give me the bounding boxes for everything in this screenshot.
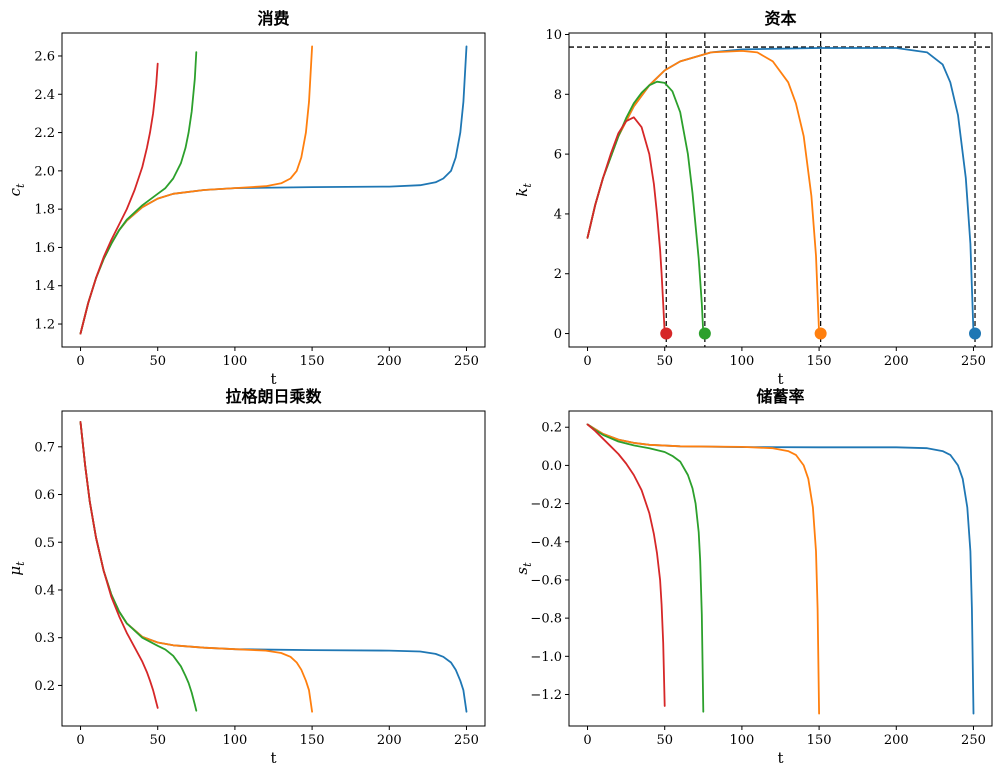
y-tick-label: 1.2 bbox=[34, 318, 55, 333]
x-tick-label: 100 bbox=[222, 733, 247, 748]
y-tick-label: 8 bbox=[554, 88, 562, 103]
y-axis-label: ct bbox=[6, 183, 27, 196]
x-tick-label: 250 bbox=[454, 354, 479, 369]
y-tick-label: 1.8 bbox=[34, 203, 55, 218]
x-axis-label: t bbox=[270, 749, 276, 767]
series-line-0 bbox=[586, 423, 975, 715]
plot-area bbox=[569, 33, 992, 347]
x-tick-label: 150 bbox=[300, 354, 325, 369]
chart-panel-3: 0 50 100 150 200 250 0.2 0.0 −0.2 −0.4 −0.6 −0.8 −1.… bbox=[513, 387, 993, 767]
y-tick-label: −0.2 bbox=[530, 497, 562, 512]
x-tick-label: 200 bbox=[377, 354, 402, 369]
x-axis-label: t bbox=[777, 749, 783, 767]
x-tick-label: 50 bbox=[656, 733, 673, 748]
chart-title: 储蓄率 bbox=[755, 387, 804, 406]
x-tick-label: 200 bbox=[884, 354, 909, 369]
y-tick-label: 0.5 bbox=[34, 536, 55, 551]
terminal-marker-0 bbox=[660, 327, 673, 340]
y-tick-label: −1.0 bbox=[530, 650, 562, 665]
x-tick-label: 0 bbox=[583, 733, 591, 748]
axes-frame bbox=[61, 410, 486, 727]
chart-title: 拉格朗日乘数 bbox=[225, 387, 322, 406]
y-tick-label: 1.6 bbox=[34, 241, 55, 256]
axes-frame bbox=[568, 32, 993, 348]
x-tick-label: 0 bbox=[583, 354, 591, 369]
x-tick-label: 150 bbox=[300, 733, 325, 748]
plot-area bbox=[79, 45, 468, 335]
chart-title: 资本 bbox=[764, 9, 796, 28]
x-tick-label: 100 bbox=[222, 354, 247, 369]
x-tick-label: 50 bbox=[149, 354, 166, 369]
y-tick-label: −0.6 bbox=[530, 573, 562, 588]
y-tick-label: 0.2 bbox=[541, 421, 562, 436]
series-line-1 bbox=[586, 423, 820, 715]
series-line-0 bbox=[79, 421, 468, 713]
terminal-marker-2 bbox=[814, 327, 827, 340]
y-tick-label: 0.2 bbox=[34, 679, 55, 694]
y-tick-label: 10 bbox=[545, 28, 562, 43]
y-tick-label: 2.6 bbox=[34, 49, 55, 64]
x-tick-label: 250 bbox=[961, 354, 986, 369]
x-tick-label: 200 bbox=[884, 733, 909, 748]
series-line-3 bbox=[79, 62, 159, 335]
y-tick-label: 6 bbox=[554, 148, 562, 163]
y-tick-label: 2.4 bbox=[34, 88, 55, 103]
y-tick-label: −1.2 bbox=[530, 688, 562, 703]
series-line-1 bbox=[79, 421, 314, 713]
plot-area bbox=[586, 423, 975, 715]
x-tick-label: 150 bbox=[807, 733, 832, 748]
y-tick-label: 2.0 bbox=[34, 164, 55, 179]
chart-panel-1: 0 50 100 150 200 250 0 2 4 6 8 10 资本 t kt bbox=[513, 9, 993, 388]
y-tick-label: −0.8 bbox=[530, 612, 562, 627]
y-axis-label: st bbox=[513, 562, 534, 575]
x-tick-label: 100 bbox=[729, 733, 754, 748]
y-tick-label: 0.6 bbox=[34, 488, 55, 503]
x-tick-label: 250 bbox=[961, 733, 986, 748]
chart-title: 消费 bbox=[257, 9, 289, 28]
y-tick-label: 0 bbox=[554, 327, 562, 342]
x-tick-label: 100 bbox=[729, 354, 754, 369]
plot-area bbox=[79, 421, 468, 713]
y-tick-label: 0.3 bbox=[34, 631, 55, 646]
y-tick-label: 4 bbox=[554, 207, 562, 222]
terminal-marker-1 bbox=[698, 327, 711, 340]
y-tick-label: −0.4 bbox=[530, 535, 562, 550]
chart-panel-2: 0 50 100 150 200 250 0.2 0.3 0.4 0.5 0.6 0.7 拉格朗日乘数 t… bbox=[6, 387, 486, 767]
series-line-2 bbox=[586, 80, 705, 335]
series-line-0 bbox=[79, 45, 468, 335]
y-axis-label: kt bbox=[513, 183, 534, 197]
series-line-2 bbox=[586, 423, 705, 713]
chart-panel-0: 0 50 100 150 200 250 1.2 1.4 1.6 1.8 2.0 2.2 2.4 2.6 消… bbox=[6, 9, 486, 388]
series-line-3 bbox=[586, 116, 666, 335]
y-tick-label: 2.2 bbox=[34, 126, 55, 141]
axes-frame bbox=[61, 32, 486, 348]
x-tick-label: 250 bbox=[454, 733, 479, 748]
x-axis-label: t bbox=[777, 370, 783, 388]
x-axis-label: t bbox=[270, 370, 276, 388]
series-line-1 bbox=[79, 45, 314, 335]
x-tick-label: 200 bbox=[377, 733, 402, 748]
series-line-3 bbox=[586, 423, 666, 707]
y-tick-label: 0.7 bbox=[34, 440, 55, 455]
y-tick-label: 2 bbox=[554, 267, 562, 282]
x-tick-label: 50 bbox=[149, 733, 166, 748]
x-tick-label: 0 bbox=[76, 733, 84, 748]
y-tick-label: 0.4 bbox=[34, 583, 55, 598]
y-tick-label: 0.0 bbox=[541, 459, 562, 474]
x-tick-label: 0 bbox=[76, 354, 84, 369]
y-axis-label: μt bbox=[6, 561, 27, 576]
terminal-marker-3 bbox=[969, 327, 982, 340]
y-tick-label: 1.4 bbox=[34, 279, 55, 294]
series-line-1 bbox=[586, 50, 820, 335]
x-tick-label: 150 bbox=[807, 354, 832, 369]
series-line-2 bbox=[79, 421, 198, 712]
axes-frame bbox=[568, 410, 993, 727]
x-tick-label: 50 bbox=[656, 354, 673, 369]
series-line-3 bbox=[79, 421, 159, 709]
